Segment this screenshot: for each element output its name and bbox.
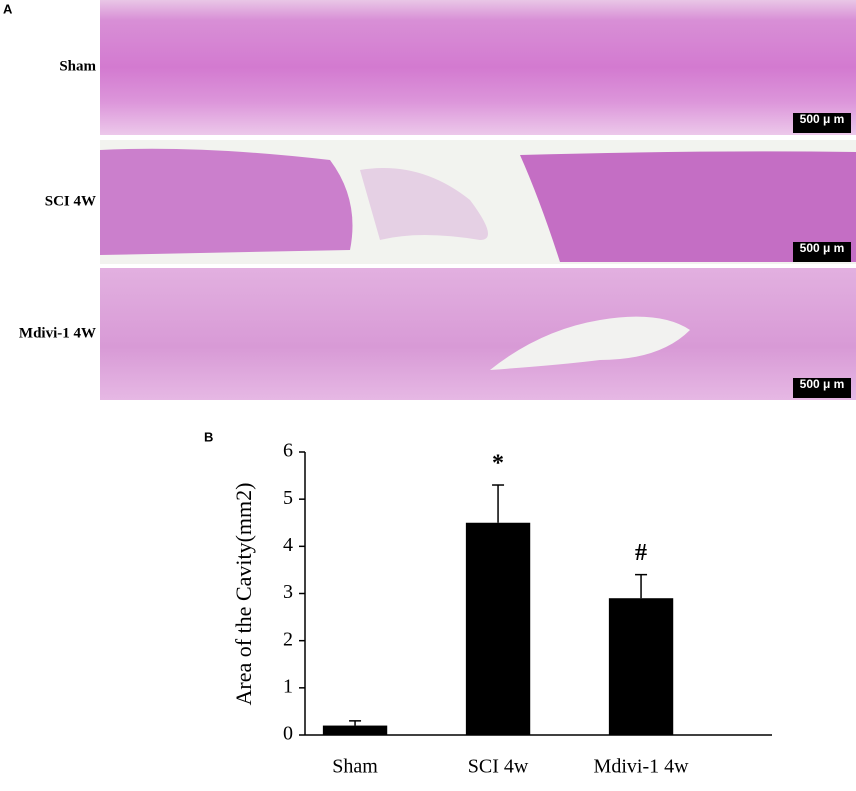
y-tick-label: 0 — [283, 723, 293, 745]
y-tick-label: 5 — [283, 487, 293, 509]
scale-bar — [793, 113, 851, 133]
y-tick-label: 2 — [283, 628, 293, 650]
panel-label: A — [3, 1, 13, 16]
bar — [322, 725, 388, 735]
row-label: Mdivi-1 4W — [19, 325, 96, 341]
scale-bar-label: 500 μ m — [800, 112, 845, 126]
y-axis-label: Area of the Cavity(mm2) — [231, 483, 256, 706]
x-tick-label: Sham — [332, 756, 378, 778]
y-tick-label: 4 — [283, 534, 293, 556]
scale-bar — [793, 242, 851, 262]
y-tick-label: 6 — [283, 440, 293, 462]
tissue — [520, 151, 856, 262]
row-label: Sham — [59, 58, 96, 74]
x-tick-label: SCI 4w — [468, 756, 529, 778]
bar — [608, 598, 674, 735]
cavity — [490, 316, 690, 370]
tissue — [360, 168, 488, 240]
tissue — [100, 148, 353, 255]
scale-bar — [793, 378, 851, 398]
scale-bar-label: 500 μ m — [800, 377, 845, 391]
y-tick-label: 3 — [283, 581, 293, 603]
panel-label: B — [204, 429, 213, 444]
significance-marker: # — [635, 540, 647, 566]
row-label: SCI 4W — [45, 193, 96, 209]
x-tick-label: Mdivi-1 4w — [594, 756, 690, 778]
histology-image — [100, 268, 856, 400]
y-tick-label: 1 — [283, 675, 293, 697]
histology-image — [100, 0, 856, 135]
significance-marker: * — [492, 451, 504, 477]
bar — [465, 522, 531, 735]
scale-bar-label: 500 μ m — [800, 241, 845, 255]
